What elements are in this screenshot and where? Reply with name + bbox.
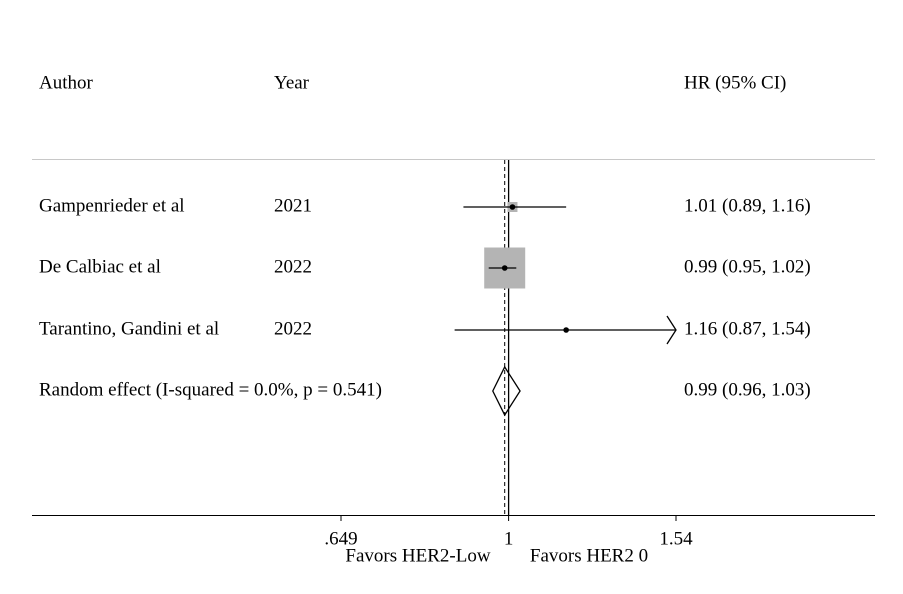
header-author: Author: [39, 72, 94, 93]
study-author: Tarantino, Gandini et al: [39, 318, 219, 339]
study-year: 2022: [274, 318, 312, 339]
study-year: 2022: [274, 256, 312, 277]
x-tick-label: 1.54: [659, 528, 693, 549]
study-estimate-label: 0.99 (0.95, 1.02): [684, 256, 811, 277]
study-author: De Calbiac et al: [39, 256, 161, 277]
study-estimate-label: 1.16 (0.87, 1.54): [684, 318, 811, 339]
favors-left: Favors HER2-Low: [345, 545, 490, 566]
x-tick-label: 1: [504, 528, 514, 549]
study-author: Gampenrieder et al: [39, 195, 185, 216]
overall-diamond: [492, 365, 521, 417]
header-year: Year: [274, 72, 310, 93]
point-estimate: [563, 327, 569, 333]
header-estimate: HR (95% CI): [684, 72, 786, 93]
point-estimate: [501, 265, 508, 271]
overall-author: Random effect (I-squared = 0.0%, p = 0.5…: [39, 379, 382, 400]
ci-arrow: [666, 315, 677, 345]
study-year: 2021: [274, 195, 312, 216]
x-tick-label: .649: [324, 528, 357, 549]
overall-estimate-label: 0.99 (0.96, 1.03): [684, 379, 811, 400]
favors-right: Favors HER2 0: [530, 545, 648, 566]
study-estimate-label: 1.01 (0.89, 1.16): [684, 195, 811, 216]
point-estimate: [509, 204, 516, 210]
